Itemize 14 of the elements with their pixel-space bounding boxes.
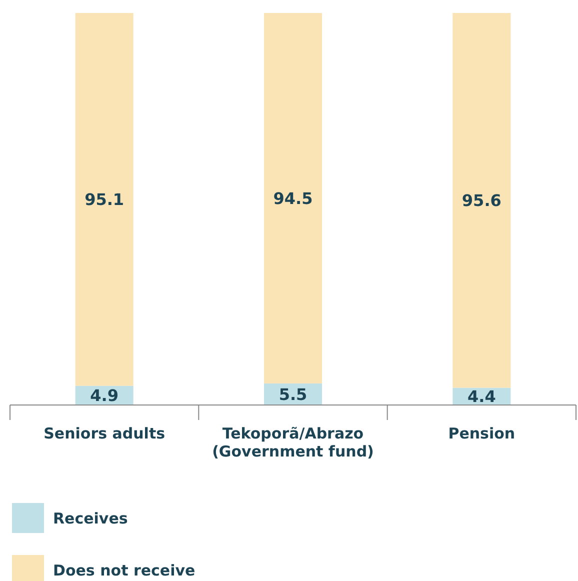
data-label: 95.6 — [462, 191, 502, 210]
data-label: 4.9 — [90, 386, 119, 406]
data-label: 94.5 — [273, 188, 313, 208]
bar — [75, 13, 134, 386]
x-tick-label: Tekoporã/Abrazo (Government fund) — [212, 424, 374, 461]
bar — [264, 13, 322, 384]
bar — [452, 13, 511, 388]
x-tick-label: Pension — [448, 424, 516, 443]
data-label: 4.4 — [467, 387, 496, 406]
legend-label: Does not receive — [53, 561, 196, 580]
legend-label: Receives — [53, 509, 128, 528]
data-label: 95.1 — [84, 190, 124, 210]
x-tick-label: Seniors adults — [44, 424, 166, 443]
data-label: 5.5 — [278, 384, 308, 404]
